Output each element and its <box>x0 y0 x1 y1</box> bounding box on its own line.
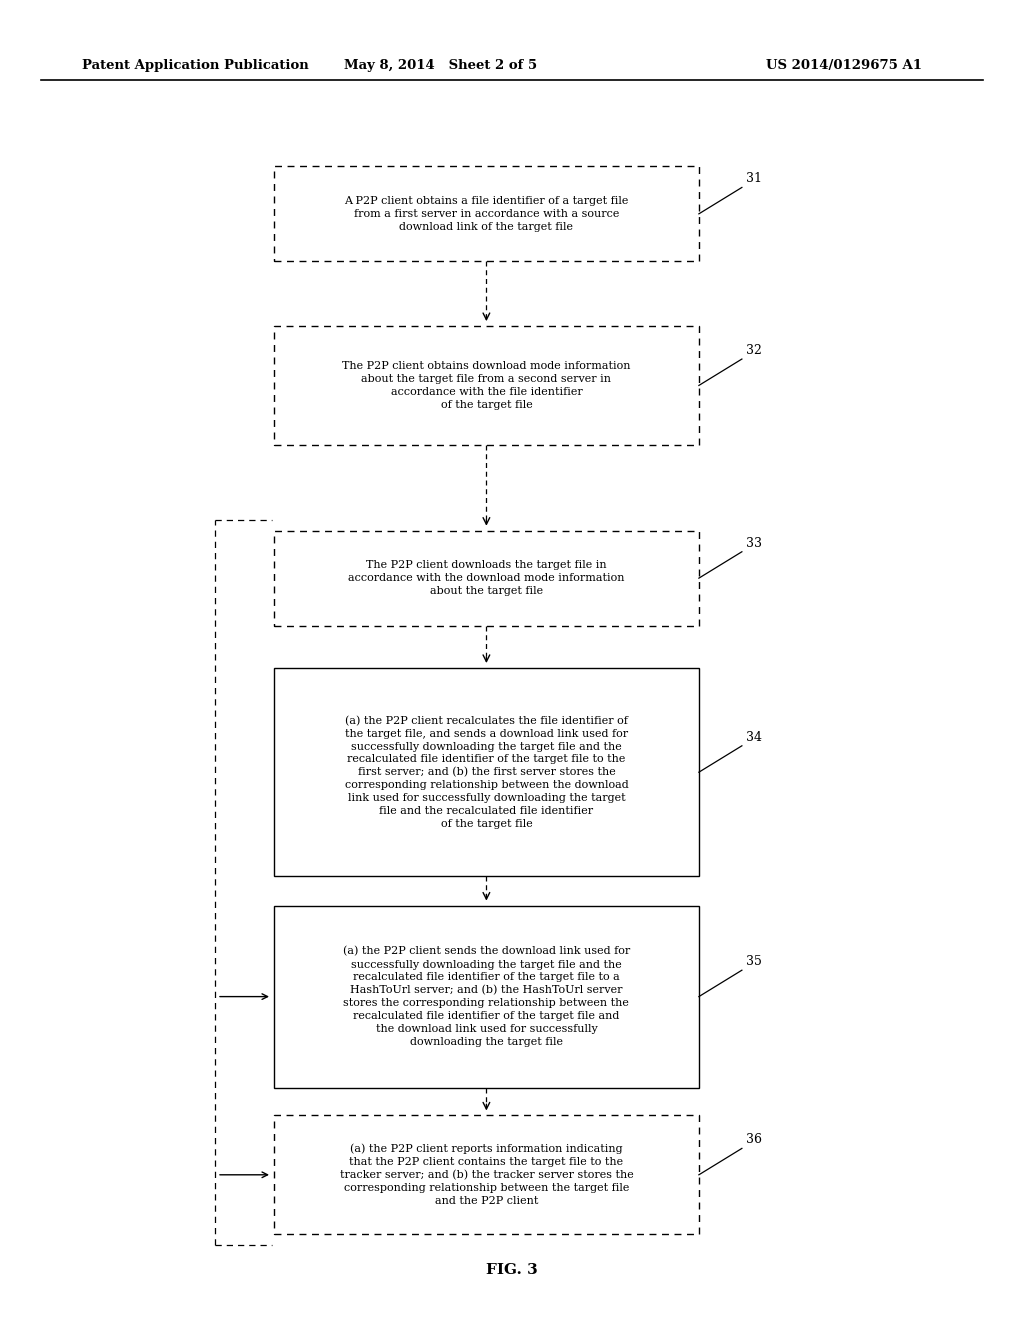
Text: 31: 31 <box>745 173 762 185</box>
Text: 33: 33 <box>745 537 762 549</box>
Text: (a) the P2P client reports information indicating
that the P2P client contains t: (a) the P2P client reports information i… <box>340 1143 633 1206</box>
Text: A P2P client obtains a file identifier of a target file
from a first server in a: A P2P client obtains a file identifier o… <box>344 197 629 231</box>
Text: 34: 34 <box>745 731 762 743</box>
Text: 36: 36 <box>745 1134 762 1146</box>
Bar <box>273 166 698 261</box>
Text: FIG. 3: FIG. 3 <box>486 1263 538 1276</box>
Text: US 2014/0129675 A1: US 2014/0129675 A1 <box>766 58 922 71</box>
Bar <box>273 668 698 876</box>
Bar <box>273 906 698 1088</box>
Bar <box>273 531 698 626</box>
Text: The P2P client obtains download mode information
about the target file from a se: The P2P client obtains download mode inf… <box>342 362 631 409</box>
Text: Patent Application Publication: Patent Application Publication <box>82 58 308 71</box>
Text: The P2P client downloads the target file in
accordance with the download mode in: The P2P client downloads the target file… <box>348 561 625 595</box>
Text: (a) the P2P client sends the download link used for
successfully downloading the: (a) the P2P client sends the download li… <box>343 946 630 1047</box>
Text: 35: 35 <box>745 956 762 968</box>
Bar <box>273 1115 698 1234</box>
Text: May 8, 2014   Sheet 2 of 5: May 8, 2014 Sheet 2 of 5 <box>344 58 537 71</box>
Text: 32: 32 <box>745 345 762 356</box>
Text: (a) the P2P client recalculates the file identifier of
the target file, and send: (a) the P2P client recalculates the file… <box>344 715 629 829</box>
Bar <box>273 326 698 445</box>
